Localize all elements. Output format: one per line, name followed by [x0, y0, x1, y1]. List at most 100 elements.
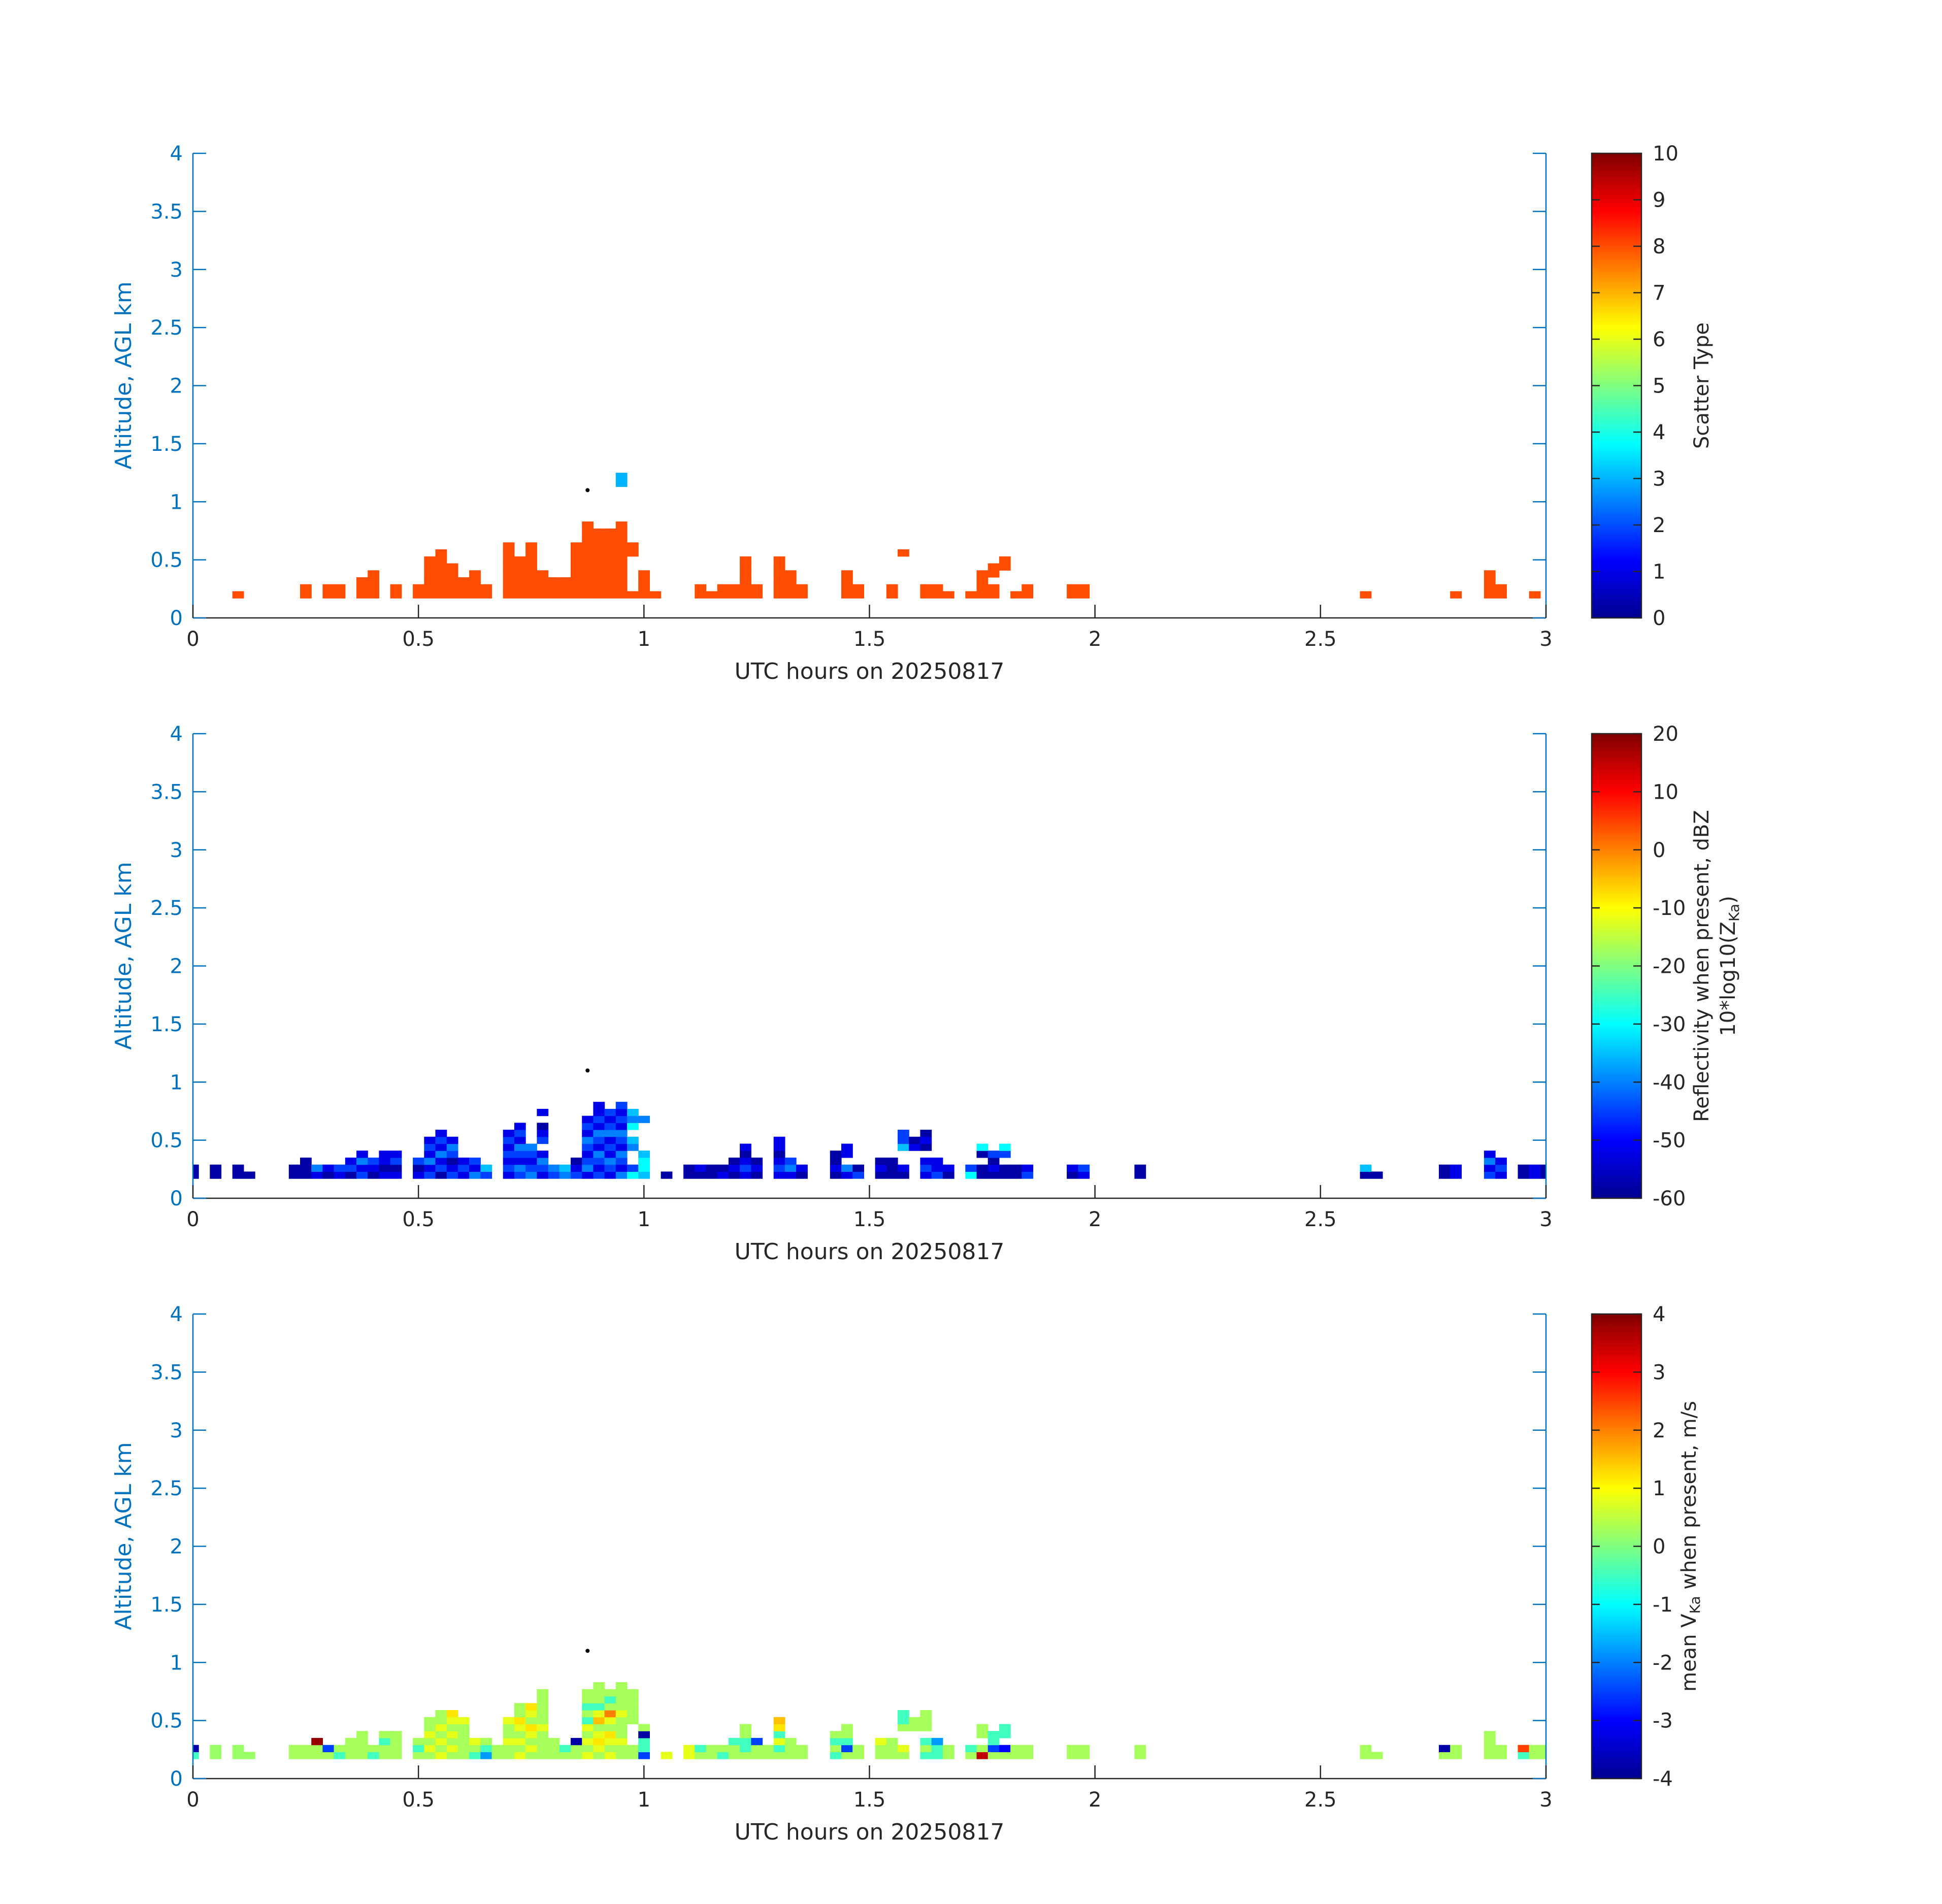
panel-3-heatmap-cell [514, 1752, 526, 1759]
panel-3-heatmap-cell [604, 1752, 616, 1759]
panel-3-heatmap-cell [525, 1737, 537, 1746]
panel-3-heatmap-cell [582, 1737, 594, 1746]
panel-3-heatmap-cell [740, 1724, 751, 1731]
colorbar-label-main: mean V [1677, 1614, 1701, 1692]
panel-2-heatmap-cell [942, 1171, 954, 1179]
panel-2-heatmap-cell [593, 1102, 605, 1109]
panel-2-heatmap-cell [604, 1164, 616, 1172]
panel-1-heatmap-cell [300, 591, 312, 599]
colorbar-label-subscript: Ka [1687, 1596, 1703, 1614]
panel-1-heatmap-cell [548, 591, 560, 599]
panel-3-heatmap-cell [571, 1745, 582, 1752]
panel-3-heatmap-cell [728, 1745, 740, 1752]
panel-1-marker-dot [585, 488, 590, 493]
panel-2-heatmap-cell [514, 1123, 526, 1130]
panel-3-heatmap-cell [469, 1737, 481, 1746]
panel-2-heatmap-cell [243, 1171, 255, 1179]
panel-2-heatmap-cell [368, 1164, 379, 1172]
panel-2-heatmap-cell [537, 1123, 549, 1130]
panel-2-heatmap-cell [593, 1130, 605, 1137]
panel-3-heatmap-cell [886, 1737, 898, 1746]
colorbar-label-line2-main: 10*log10(Z [1717, 922, 1740, 1036]
panel-3-y-tick-label: 1.5 [150, 1593, 183, 1617]
panel-2-x-tick-label: 3 [1539, 1208, 1552, 1231]
panel-1-heatmap-cell [593, 577, 605, 585]
panel-3-heatmap-cell [615, 1752, 628, 1759]
panel-2-heatmap-cell [288, 1171, 301, 1179]
panel-3-heatmap-cell [988, 1731, 1000, 1738]
panel-2-heatmap-cell [661, 1171, 673, 1179]
panel-3-heatmap-cell [942, 1745, 954, 1752]
panel-2-heatmap-cell [615, 1157, 628, 1165]
panel-2-heatmap-cell [627, 1143, 639, 1151]
panel-3-heatmap-cell [627, 1752, 639, 1759]
panel-3-heatmap-cell [582, 1745, 594, 1752]
panel-3-heatmap-cell [300, 1752, 312, 1759]
panel-3-heatmap-cell [413, 1745, 424, 1752]
panel-3-heatmap-cell [886, 1745, 898, 1752]
panel-1-x-tick-label: 3 [1539, 628, 1552, 651]
panel-3-y-tick-label: 2.5 [150, 1477, 183, 1500]
panel-3-heatmap-cell [1439, 1745, 1451, 1752]
panel-1-heatmap-cell [593, 528, 605, 536]
panel-1-heatmap-cell [571, 591, 582, 599]
panel-3-heatmap-cell [638, 1731, 650, 1738]
panel-2-heatmap-cell [1450, 1171, 1462, 1179]
panel-3-heatmap-cell [232, 1752, 244, 1759]
panel-1-heatmap-cell [604, 549, 616, 557]
panel-2-heatmap-cell [999, 1143, 1011, 1151]
panel-2-heatmap-cell [1518, 1171, 1530, 1179]
panel-1-heatmap-cell [740, 563, 751, 571]
panel-3-heatmap-cell [457, 1752, 470, 1759]
panel-2-x-axis-label: UTC hours on 20250817 [735, 1239, 1005, 1265]
panel-2-heatmap-cell [638, 1115, 650, 1123]
panel-2-heatmap-cell [390, 1157, 402, 1165]
panel-2-heatmap-cell [773, 1171, 785, 1179]
panel-1-heatmap-cell [469, 577, 481, 585]
panel-2-heatmap-cell [446, 1157, 458, 1165]
panel-2-heatmap-cell [909, 1136, 920, 1144]
panel-3-heatmap-cell [841, 1731, 853, 1738]
panel-3-heatmap-cell [898, 1724, 909, 1731]
panel-3-heatmap-cell [1010, 1752, 1022, 1759]
panel-3-heatmap-cell [457, 1724, 470, 1731]
panel-3-heatmap-cell [931, 1745, 943, 1752]
panel-2-heatmap-cell [345, 1171, 357, 1179]
panel-1-heatmap-cell [559, 591, 571, 599]
panel-3-heatmap-cell [390, 1737, 402, 1746]
panel-1-heatmap-cell [503, 556, 515, 564]
panel-2-heatmap-cell [571, 1157, 582, 1165]
panel-2-heatmap-cell [796, 1164, 808, 1172]
panel-3-heatmap-cell [988, 1752, 1000, 1759]
panel-1-colorbar-tick-label: 0 [1653, 607, 1665, 630]
panel-3-heatmap-cell [1134, 1752, 1146, 1759]
panel-2-heatmap-cell [379, 1151, 391, 1158]
panel-1-heatmap-cell [435, 556, 447, 564]
panel-3-heatmap-cell [1484, 1745, 1496, 1752]
panel-3-heatmap-cell [615, 1717, 628, 1725]
panel-3-heatmap-cell [424, 1752, 436, 1759]
panel-3-heatmap-cell [830, 1745, 842, 1752]
panel-2-heatmap-cell [999, 1171, 1011, 1179]
panel-3-heatmap-cell [615, 1682, 628, 1690]
panel-1-heatmap-cell [706, 591, 718, 599]
panel-1-x-tick-label: 0 [186, 628, 199, 651]
panel-2-heatmap-cell [751, 1164, 763, 1172]
panel-1-colorbar-tick-label: 5 [1653, 375, 1665, 398]
panel-3-heatmap-cell [1067, 1745, 1078, 1752]
panel-2-heatmap-cell [469, 1164, 481, 1172]
panel-3-heatmap-cell [232, 1745, 244, 1752]
panel-2-heatmap-cell [898, 1143, 909, 1151]
panel-3-heatmap-cell [1518, 1745, 1530, 1752]
panel-3-heatmap-cell [627, 1717, 639, 1725]
panel-3-heatmap-cell [796, 1752, 808, 1759]
panel-2-heatmap-cell [615, 1108, 628, 1117]
panel-1-heatmap-cell [796, 591, 808, 599]
panel-1-heatmap-cell [615, 591, 628, 599]
panel-2-heatmap-cell [1022, 1164, 1034, 1172]
panel-2-heatmap-cell [931, 1171, 943, 1179]
panel-1-heatmap-cell [638, 591, 650, 599]
panel-1-heatmap-cell [413, 584, 424, 592]
panel-3-heatmap-cell [593, 1724, 605, 1731]
panel-3-heatmap-cell [898, 1745, 909, 1752]
